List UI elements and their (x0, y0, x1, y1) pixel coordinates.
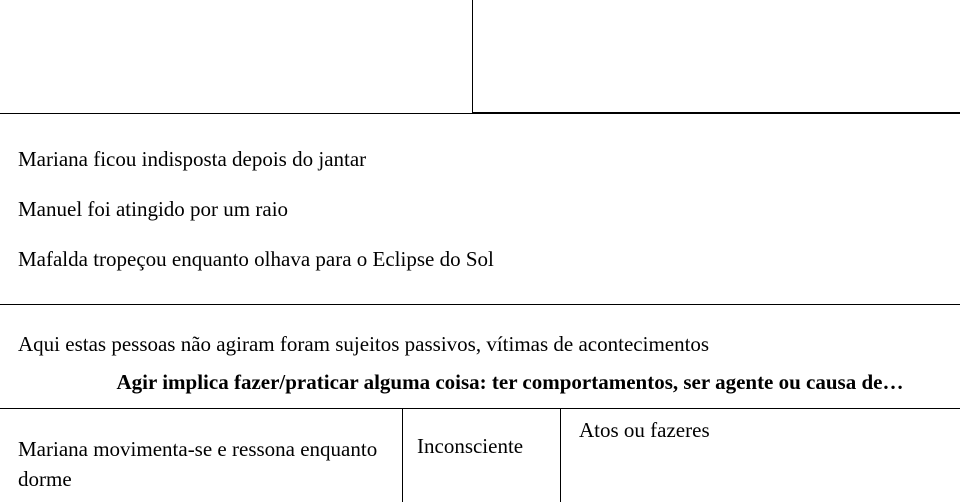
note-block: Aqui estas pessoas não agiram foram suje… (0, 319, 960, 409)
top-right-empty-cell (472, 0, 960, 113)
sentence-3: Mafalda tropeçou enquanto olhava para o … (18, 240, 942, 280)
note-line-2-bold: Agir implica fazer/praticar alguma coisa… (18, 367, 942, 399)
bottom-right-text: Atos ou fazeres (579, 418, 710, 442)
bottom-left-text: Mariana movimenta-se e ressona enquanto … (18, 437, 377, 491)
bottom-mid-text: Inconsciente (417, 434, 523, 458)
bottom-col-middle: Inconsciente (402, 408, 560, 502)
bottom-col-right: Atos ou fazeres (560, 408, 960, 502)
main-sentences-block: Mariana ficou indisposta depois do janta… (0, 113, 960, 305)
note-line-1: Aqui estas pessoas não agiram foram suje… (18, 329, 942, 361)
sentence-2: Manuel foi atingido por um raio (18, 190, 942, 230)
page: Mariana ficou indisposta depois do janta… (0, 0, 960, 502)
bottom-col-left: Mariana movimenta-se e ressona enquanto … (0, 408, 402, 502)
sentence-1: Mariana ficou indisposta depois do janta… (18, 140, 942, 180)
bottom-row: Mariana movimenta-se e ressona enquanto … (0, 408, 960, 502)
